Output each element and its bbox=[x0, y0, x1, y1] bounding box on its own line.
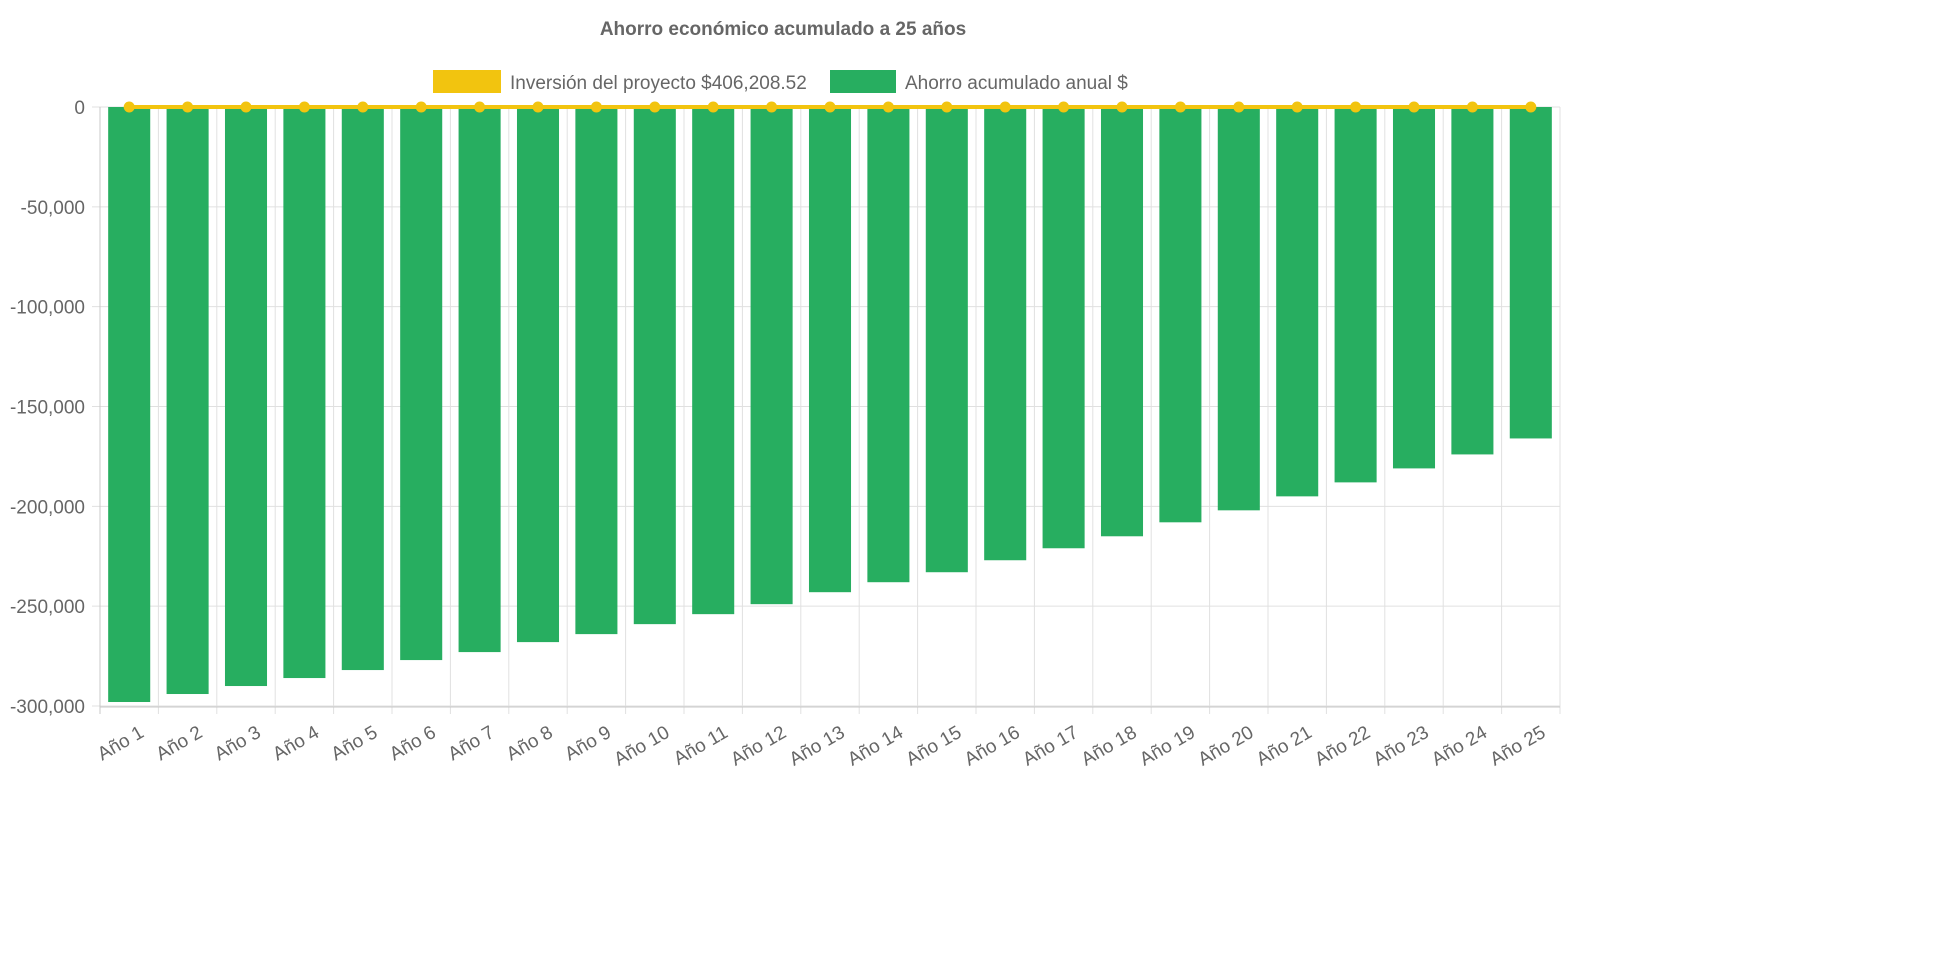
y-tick-label: -200,000 bbox=[10, 497, 85, 518]
line-point bbox=[123, 101, 135, 113]
bar bbox=[1217, 107, 1260, 511]
y-tick-label: -300,000 bbox=[10, 697, 85, 718]
line-point bbox=[357, 101, 369, 113]
line-point bbox=[1291, 101, 1303, 113]
x-tick-label: Año 9 bbox=[561, 722, 615, 765]
bar bbox=[108, 107, 151, 703]
legend-label-ahorro[interactable]: Ahorro acumulado anual $ bbox=[905, 73, 1128, 94]
line-point bbox=[999, 101, 1011, 113]
line-point bbox=[240, 101, 252, 113]
line-point bbox=[1116, 101, 1128, 113]
legend-swatch-ahorro bbox=[830, 70, 896, 93]
bar bbox=[166, 107, 209, 695]
y-tick-label: -250,000 bbox=[10, 597, 85, 618]
x-tick-label: Año 8 bbox=[503, 722, 557, 765]
y-tick-label: -50,000 bbox=[21, 198, 85, 219]
line-point bbox=[182, 101, 194, 113]
y-tick-label: -100,000 bbox=[10, 298, 85, 319]
bar bbox=[808, 107, 852, 593]
line-point bbox=[1350, 101, 1362, 113]
bar bbox=[1392, 107, 1436, 469]
bar bbox=[224, 107, 268, 687]
bar bbox=[1276, 107, 1319, 497]
line-point bbox=[1466, 101, 1478, 113]
x-tick-label: Año 1 bbox=[94, 722, 148, 765]
x-tick-label: Año 18 bbox=[1078, 722, 1141, 770]
line-point bbox=[882, 101, 894, 113]
x-tick-label: Año 14 bbox=[844, 722, 907, 771]
line-point bbox=[1408, 101, 1420, 113]
y-tick-label: -150,000 bbox=[10, 398, 85, 419]
bar bbox=[1334, 107, 1377, 483]
bar bbox=[516, 107, 560, 643]
x-tick-label: Año 15 bbox=[903, 722, 966, 770]
line-point bbox=[532, 101, 544, 113]
line-point bbox=[1174, 101, 1186, 113]
x-tick-label: Año 5 bbox=[328, 722, 382, 765]
line-point bbox=[649, 101, 661, 113]
bar bbox=[925, 107, 968, 573]
line-point bbox=[766, 101, 778, 113]
bar bbox=[1159, 107, 1202, 523]
legend-label-inversion[interactable]: Inversión del proyecto $406,208.52 bbox=[510, 73, 807, 94]
x-tick-label: Año 17 bbox=[1019, 722, 1082, 770]
x-tick-label: Año 22 bbox=[1311, 722, 1374, 770]
bar bbox=[984, 107, 1027, 561]
x-tick-label: Año 19 bbox=[1136, 722, 1199, 770]
x-tick-label: Año 24 bbox=[1428, 722, 1491, 771]
chart-title: Ahorro económico acumulado a 25 años bbox=[600, 19, 966, 40]
line-point bbox=[590, 101, 602, 113]
x-tick-label: Año 7 bbox=[445, 722, 499, 765]
y-tick-label: 0 bbox=[74, 98, 85, 119]
x-tick-label: Año 13 bbox=[786, 722, 849, 770]
bar bbox=[400, 107, 443, 661]
bar bbox=[575, 107, 618, 635]
line-point bbox=[474, 101, 486, 113]
bar bbox=[867, 107, 910, 583]
x-tick-label: Año 25 bbox=[1487, 722, 1550, 770]
x-tick-label: Año 23 bbox=[1370, 722, 1433, 770]
legend: Inversión del proyecto $406,208.52 Ahorr… bbox=[433, 70, 1128, 94]
x-tick-label: Año 12 bbox=[727, 722, 790, 770]
x-tick-label: Año 21 bbox=[1253, 722, 1316, 770]
line-point bbox=[941, 101, 953, 113]
line-point bbox=[1233, 101, 1245, 113]
x-tick-label: Año 20 bbox=[1195, 722, 1258, 770]
line-point bbox=[707, 101, 719, 113]
bar bbox=[1509, 107, 1552, 439]
line-point bbox=[415, 101, 427, 113]
x-tick-label: Año 11 bbox=[670, 722, 731, 770]
x-tick-label: Año 6 bbox=[386, 722, 440, 765]
bar bbox=[750, 107, 793, 605]
legend-swatch-inversion bbox=[433, 70, 501, 93]
bar bbox=[1451, 107, 1494, 455]
bar bbox=[458, 107, 501, 653]
bar bbox=[692, 107, 735, 615]
bar bbox=[283, 107, 326, 679]
x-tick-label: Año 10 bbox=[611, 722, 674, 770]
bar bbox=[1042, 107, 1085, 549]
line-point bbox=[824, 101, 836, 113]
x-tick-label: Año 2 bbox=[153, 722, 207, 765]
bar bbox=[341, 107, 384, 671]
bar bbox=[1100, 107, 1144, 537]
x-tick-label: Año 4 bbox=[269, 722, 323, 765]
line-point bbox=[1525, 101, 1537, 113]
line-point bbox=[298, 101, 310, 113]
x-tick-label: Año 16 bbox=[961, 722, 1024, 770]
line-point bbox=[1058, 101, 1070, 113]
x-tick-label: Año 3 bbox=[211, 722, 265, 765]
bar bbox=[633, 107, 676, 625]
